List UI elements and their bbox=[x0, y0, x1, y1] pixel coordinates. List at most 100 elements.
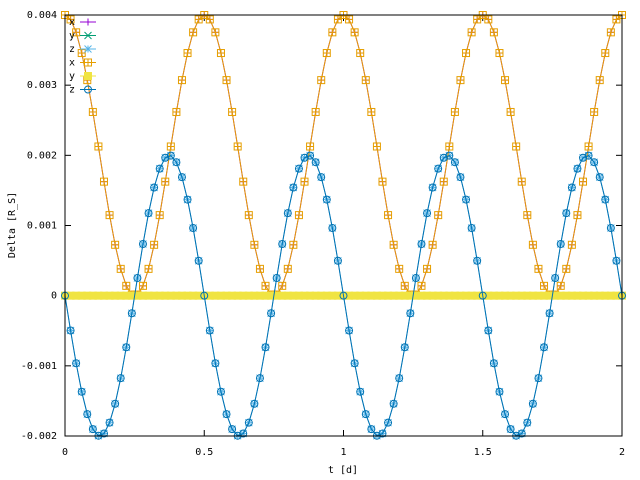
marker bbox=[489, 359, 498, 368]
marker bbox=[166, 142, 175, 151]
marker-circle bbox=[562, 209, 571, 218]
marker bbox=[484, 326, 493, 335]
marker bbox=[255, 374, 264, 383]
marker bbox=[540, 281, 549, 290]
marker-circle bbox=[517, 429, 526, 438]
marker bbox=[311, 107, 320, 116]
marker bbox=[72, 359, 81, 368]
legend-label: x bbox=[69, 58, 75, 69]
marker bbox=[161, 153, 170, 162]
marker-circle bbox=[317, 173, 326, 182]
marker-circle bbox=[328, 224, 337, 233]
marker bbox=[361, 410, 370, 419]
marker bbox=[462, 195, 471, 204]
marker bbox=[545, 309, 554, 318]
marker-circle bbox=[484, 326, 493, 335]
marker-circle bbox=[540, 343, 549, 352]
marker bbox=[406, 309, 415, 318]
x-axis-label: t [d] bbox=[328, 465, 358, 476]
x-tick-label: 0 bbox=[62, 447, 68, 458]
marker bbox=[484, 15, 493, 24]
marker bbox=[439, 177, 448, 186]
marker-circle bbox=[423, 209, 432, 218]
marker bbox=[523, 418, 532, 427]
marker-circle bbox=[133, 274, 142, 283]
marker-circle bbox=[239, 429, 248, 438]
marker-circle bbox=[189, 224, 198, 233]
marker bbox=[356, 49, 365, 58]
marker bbox=[567, 183, 576, 192]
marker bbox=[122, 281, 131, 290]
marker bbox=[84, 18, 92, 26]
marker bbox=[317, 76, 326, 85]
marker-circle bbox=[306, 151, 315, 160]
marker bbox=[183, 49, 192, 58]
marker bbox=[322, 49, 331, 58]
marker-circle bbox=[439, 153, 448, 162]
marker bbox=[111, 399, 120, 408]
marker bbox=[450, 158, 459, 167]
marker-circle bbox=[311, 158, 320, 167]
marker bbox=[322, 195, 331, 204]
marker-circle bbox=[272, 274, 281, 283]
marker bbox=[562, 209, 571, 218]
marker bbox=[595, 76, 604, 85]
marker-circle bbox=[428, 183, 437, 192]
marker-circle bbox=[222, 410, 231, 419]
marker-circle bbox=[105, 418, 114, 427]
marker bbox=[328, 224, 337, 233]
marker bbox=[573, 164, 582, 173]
marker-circle bbox=[155, 164, 164, 173]
marker bbox=[311, 158, 320, 167]
marker bbox=[267, 309, 276, 318]
marker-circle bbox=[339, 291, 348, 300]
marker bbox=[590, 107, 599, 116]
marker bbox=[606, 224, 615, 233]
marker bbox=[306, 151, 315, 160]
marker bbox=[278, 281, 287, 290]
marker bbox=[333, 15, 342, 24]
marker-circle bbox=[406, 309, 415, 318]
marker bbox=[350, 359, 359, 368]
marker bbox=[172, 107, 181, 116]
marker bbox=[473, 256, 482, 265]
marker bbox=[300, 153, 309, 162]
marker bbox=[133, 274, 142, 283]
marker-circle bbox=[501, 410, 510, 419]
marker bbox=[501, 410, 510, 419]
marker bbox=[194, 256, 203, 265]
marker-circle bbox=[255, 374, 264, 383]
marker bbox=[367, 107, 376, 116]
marker bbox=[239, 177, 248, 186]
marker bbox=[189, 224, 198, 233]
marker-circle bbox=[144, 209, 153, 218]
marker-circle bbox=[367, 425, 376, 434]
marker-circle bbox=[400, 343, 409, 352]
marker bbox=[244, 211, 253, 220]
marker-circle bbox=[205, 326, 214, 335]
marker bbox=[423, 209, 432, 218]
marker bbox=[66, 15, 75, 24]
marker-circle bbox=[283, 209, 292, 218]
marker bbox=[417, 281, 426, 290]
marker bbox=[300, 177, 309, 186]
marker-circle bbox=[116, 374, 125, 383]
marker bbox=[138, 281, 147, 290]
marker bbox=[239, 429, 248, 438]
marker bbox=[294, 211, 303, 220]
marker bbox=[228, 107, 237, 116]
marker bbox=[378, 177, 387, 186]
marker-circle bbox=[83, 410, 92, 419]
marker bbox=[417, 240, 426, 249]
marker-circle bbox=[161, 153, 170, 162]
marker bbox=[317, 173, 326, 182]
marker bbox=[506, 425, 515, 434]
marker bbox=[456, 173, 465, 182]
marker bbox=[345, 15, 354, 24]
marker bbox=[528, 399, 537, 408]
marker bbox=[450, 107, 459, 116]
marker bbox=[367, 425, 376, 434]
marker-circle bbox=[456, 173, 465, 182]
